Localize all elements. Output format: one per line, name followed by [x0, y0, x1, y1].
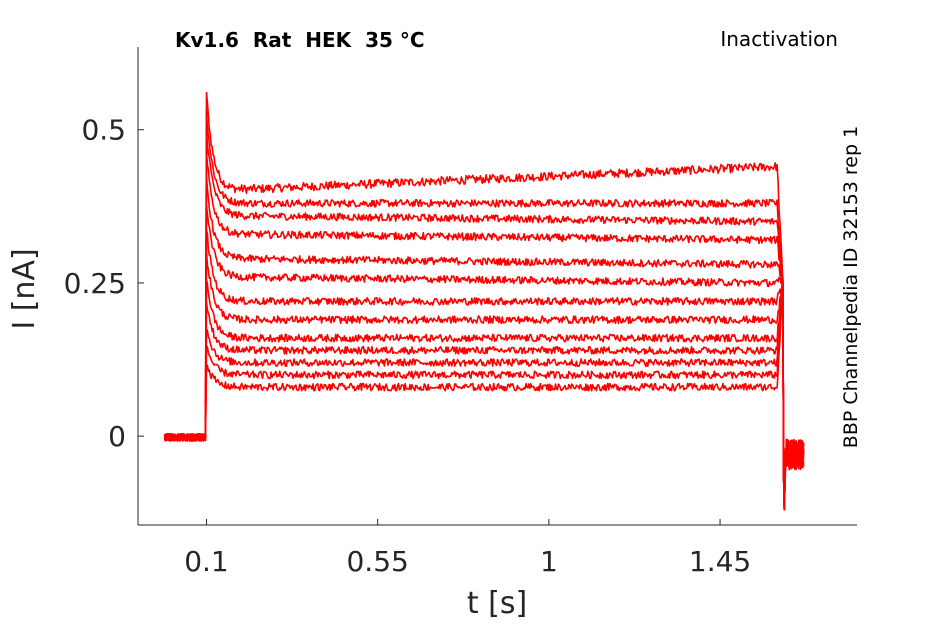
chart-title: Kv1.6 Rat HEK 35 °C: [175, 28, 425, 52]
current-trace-1: [163, 91, 804, 511]
y-tick-label: 0.5: [81, 114, 126, 147]
current-trace-5: [163, 175, 805, 511]
x-tick-label: 1.45: [689, 545, 751, 578]
x-tick-label: 1: [540, 545, 558, 578]
x-tick-label: 0.1: [184, 545, 229, 578]
current-trace-4: [163, 150, 805, 511]
current-trace-10: [164, 282, 805, 511]
y-axis-title: I [nA]: [7, 248, 42, 329]
current-trace-7: [164, 229, 805, 511]
current-trace-12: [163, 276, 805, 511]
x-tick-label: 0.55: [346, 545, 408, 578]
current-traces: [163, 91, 805, 511]
channelpedia-label: BBP Channelpedia ID 32153 rep 1: [840, 126, 862, 448]
x-axis-title: t [s]: [467, 586, 527, 621]
current-trace-6: [164, 205, 805, 511]
y-tick-label: 0: [108, 420, 126, 453]
y-tick-label: 0.25: [64, 267, 126, 300]
current-trace-8: [163, 250, 805, 511]
current-trace-11: [164, 283, 805, 511]
current-trace-2: [163, 109, 805, 511]
current-trace-3: [163, 127, 805, 511]
x-axis-ticks: 0.1 0.55 1 1.45: [184, 519, 751, 578]
current-trace-13: [164, 280, 805, 511]
current-trace-9: [163, 278, 805, 511]
chart-subtitle: Inactivation: [720, 27, 838, 51]
y-axis-ticks: 0 0.25 0.5: [64, 114, 144, 453]
